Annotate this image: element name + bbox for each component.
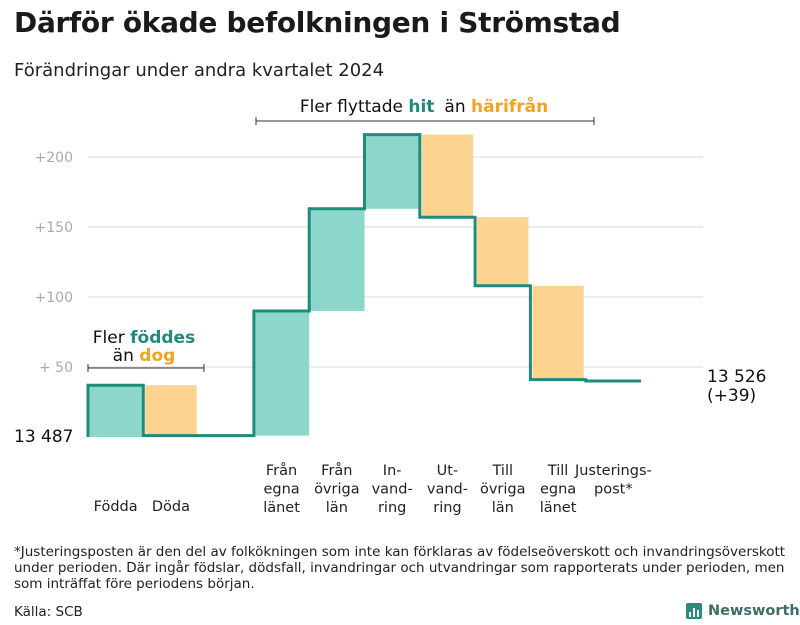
- category-label-fran-ovriga: Från: [321, 462, 352, 479]
- category-label-till-egna: egna: [540, 482, 576, 498]
- category-label-doda: Döda: [152, 499, 190, 515]
- y-tick-label: + 50: [39, 360, 73, 376]
- category-label-invandring: ring: [378, 500, 406, 516]
- running-total-line: [86, 133, 641, 438]
- newsworthy-logo: Newsworthy: [686, 603, 800, 619]
- category-label-till-ovriga: övriga: [480, 482, 526, 498]
- category-label-till-egna: Till: [547, 463, 569, 479]
- migration-in-word: hit: [408, 97, 434, 117]
- category-label-utvandring: ring: [433, 500, 461, 516]
- category-label-till-egna: länet: [540, 500, 577, 516]
- category-label-fran-ovriga: län: [326, 500, 348, 516]
- waterfall-chart: + 50 +100 +150 +200 Födda Döda Från egna länet Fr…: [14, 95, 766, 516]
- migration-annotation: Fler flyttade hit än härifrån: [300, 95, 548, 117]
- category-label-fran-egna: Från: [266, 462, 297, 479]
- category-label-fran-egna: egna: [263, 482, 299, 498]
- migration-middle: än: [444, 97, 471, 117]
- natural-out-word: dog: [139, 346, 175, 366]
- category-label-utvandring: vand-: [427, 482, 468, 498]
- start-value-label: 13 487: [14, 427, 73, 447]
- chart-title: Därför ökade befolkningen i Strömstad: [14, 6, 621, 39]
- brand-name: Newsworthy: [708, 603, 800, 619]
- labels: + 50 +100 +150 +200 Födda Döda Från egna länet Fr…: [14, 150, 766, 516]
- running-total: [86, 133, 641, 438]
- natural-annotation-line1: Fler föddes: [93, 328, 195, 348]
- bars: [88, 134, 584, 437]
- y-tick-label: +100: [35, 290, 73, 306]
- bar-invandring: [364, 134, 420, 209]
- category-label-utvandring: Ut-: [437, 463, 459, 479]
- category-label-till-ovriga: Till: [492, 463, 514, 479]
- category-label-justering: Justerings-: [574, 463, 652, 479]
- end-value-label: 13 526: [707, 367, 766, 387]
- y-tick-label: +150: [35, 220, 73, 236]
- migration-prefix: Fler flyttade: [300, 97, 409, 117]
- footnote: *Justeringsposten är den del av folkökni…: [14, 544, 786, 592]
- migration-out-word: härifrån: [471, 95, 548, 117]
- source-note: Källa: SCB: [14, 604, 83, 620]
- natural-line2-prefix: än: [113, 346, 140, 366]
- bar-utvandring: [421, 134, 474, 218]
- category-label-invandring: vand-: [372, 482, 413, 498]
- gridlines: [88, 156, 703, 368]
- category-label-fodda: Födda: [94, 499, 138, 515]
- bar-fran-ovriga: [309, 208, 365, 311]
- bar-doda: [145, 385, 197, 436]
- bar-till-egna: [532, 285, 584, 380]
- y-tick-label: +200: [35, 150, 73, 166]
- bar-till-ovriga: [477, 217, 529, 286]
- natural-in-word: föddes: [130, 328, 195, 348]
- category-label-invandring: In-: [383, 463, 402, 479]
- category-label-justering: post*: [594, 482, 633, 498]
- chart-subtitle: Förändringar under andra kvartalet 2024: [14, 60, 385, 81]
- bar-fran-egna: [253, 311, 310, 436]
- category-label-till-ovriga: län: [492, 500, 514, 516]
- bar-chart-icon: [686, 603, 702, 619]
- category-label-fran-ovriga: övriga: [314, 482, 360, 498]
- bar-fodda: [88, 385, 144, 437]
- natural-annotation-line2: än dog: [113, 346, 176, 366]
- category-label-fran-egna: länet: [263, 500, 300, 516]
- end-change-label: (+39): [707, 386, 756, 406]
- natural-prefix: Fler: [93, 328, 130, 348]
